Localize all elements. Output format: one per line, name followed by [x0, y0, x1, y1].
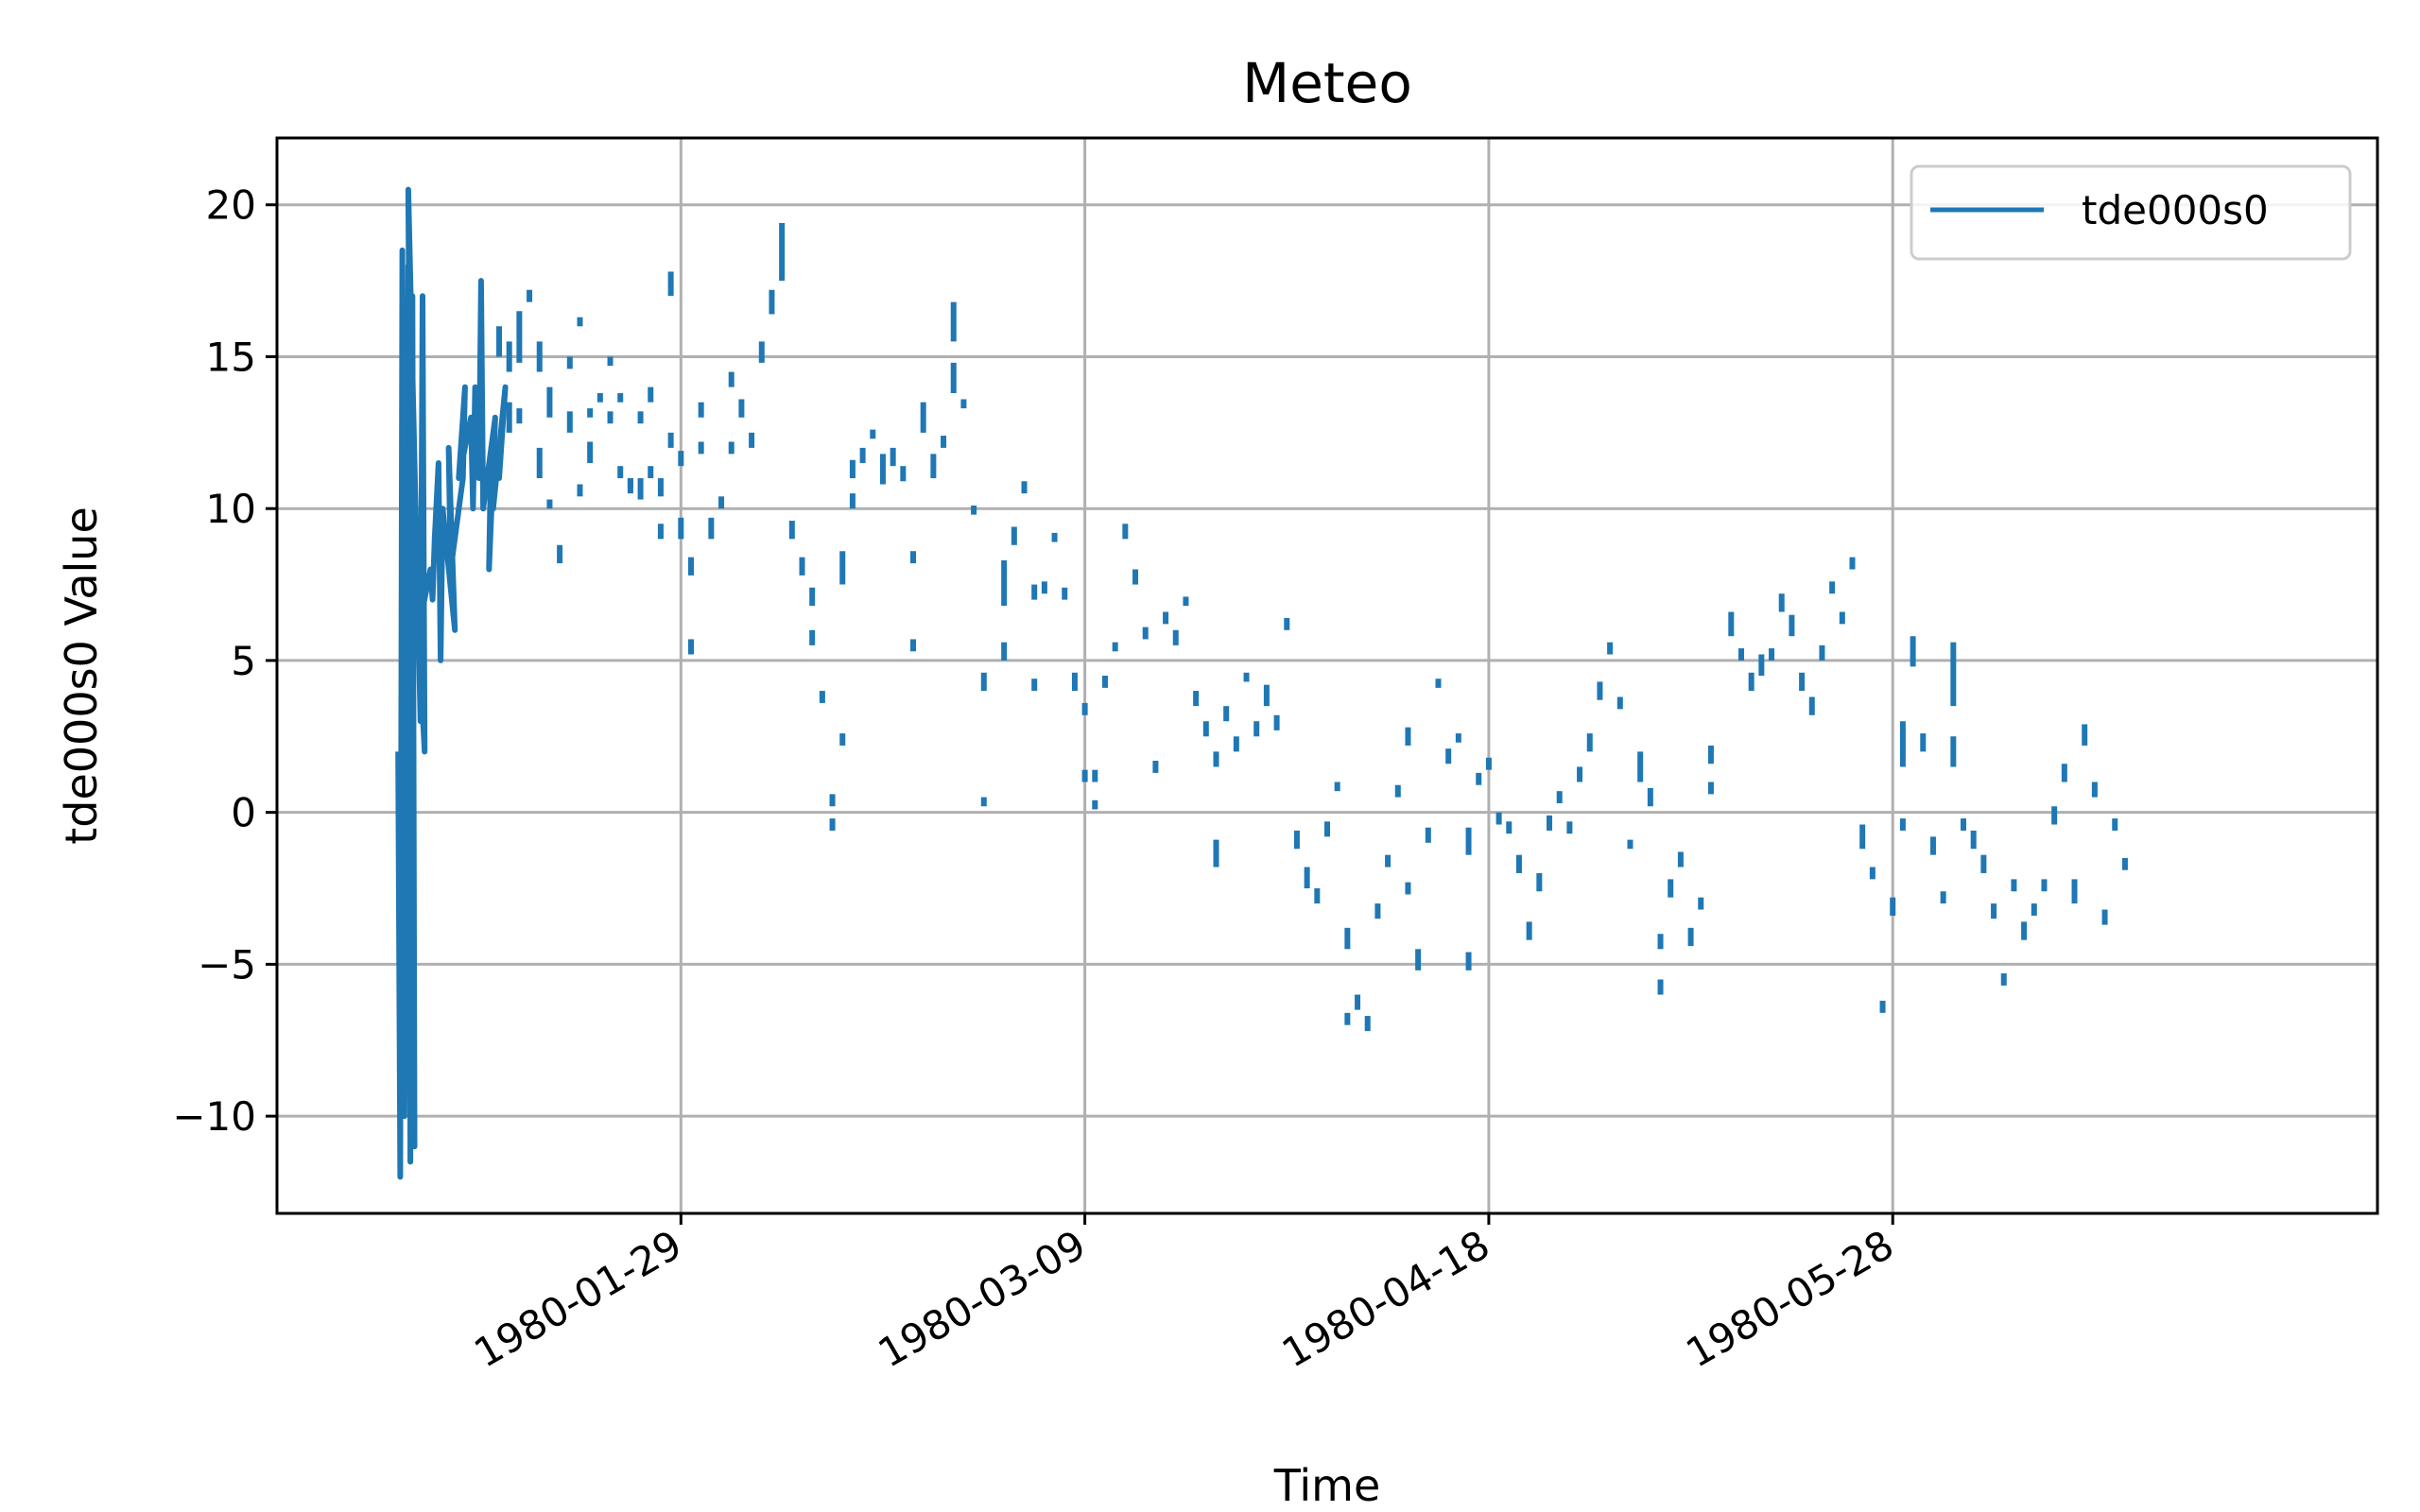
plot-frame	[275, 136, 2379, 1215]
legend: tde000s0	[1910, 164, 2352, 261]
y-tick-label: −10	[172, 1093, 256, 1140]
x-axis-label: Time	[1273, 1460, 1381, 1511]
y-tick-label: 15	[206, 334, 256, 380]
legend-box	[1910, 164, 2352, 261]
y-tick-label: 5	[231, 638, 256, 684]
data-series-tde000s0	[395, 186, 2128, 1180]
chart-title: Meteo	[1242, 51, 1412, 115]
x-gridlines	[679, 138, 1894, 1213]
y-gridlines	[277, 203, 2377, 1118]
series-line-dense	[395, 186, 509, 1180]
x-tick-label: 1980-03-09	[871, 1221, 1094, 1376]
y-tick-label: 20	[206, 182, 256, 229]
y-tick-label: 10	[206, 486, 256, 532]
x-axis: 1980-01-29 1980-03-09 1980-04-18 1980-05-28	[466, 1213, 1901, 1377]
x-tick-label: 1980-01-29	[466, 1221, 689, 1376]
y-axis-label: tde000s0 Value	[56, 507, 107, 845]
x-tick-label: 1980-04-18	[1274, 1221, 1497, 1376]
y-axis: −10 −5 0 5 10 15 20	[172, 182, 277, 1140]
x-tick-label: 1980-05-28	[1678, 1221, 1901, 1376]
y-tick-label: −5	[198, 941, 256, 988]
y-tick-label: 0	[231, 790, 256, 836]
legend-label-tde000s0: tde000s0	[2082, 187, 2269, 233]
